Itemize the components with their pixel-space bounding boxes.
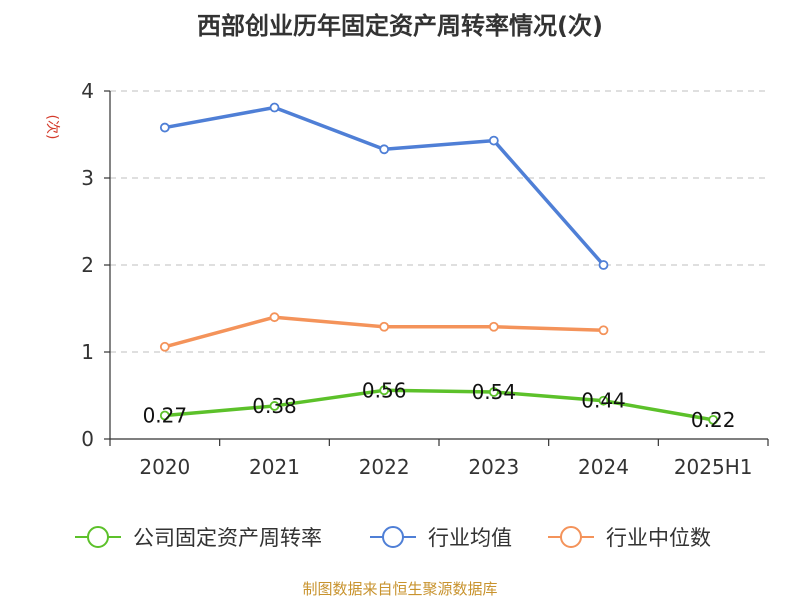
source-note: 制图数据来自恒生聚源数据库 <box>302 580 498 598</box>
y-tick-label: 4 <box>81 79 94 103</box>
data-point <box>269 401 280 411</box>
data-point <box>269 312 280 323</box>
y-tick-label: 1 <box>81 340 94 364</box>
data-point <box>488 387 499 397</box>
series-line <box>163 315 606 349</box>
data-point <box>159 341 170 352</box>
x-tick-label: 2021 <box>249 455 300 479</box>
y-tick-label: 2 <box>81 253 94 277</box>
x-tick-label: 2022 <box>359 455 410 479</box>
chart-title: 西部创业历年固定资产周转率情况(次) <box>197 12 603 40</box>
legend-label: 公司固定资产周转率 <box>133 526 322 550</box>
legend-marker <box>87 526 109 548</box>
data-label: 0.44 <box>581 389 626 413</box>
x-tick-label: 2023 <box>468 455 519 479</box>
series-line <box>163 105 606 267</box>
data-point <box>598 260 609 270</box>
data-point <box>159 122 170 133</box>
data-label: 0.56 <box>362 378 407 402</box>
x-tick-label: 2020 <box>139 455 190 479</box>
y-tick-label: 3 <box>81 166 94 190</box>
legend-marker <box>382 526 404 548</box>
series-line <box>163 388 715 422</box>
data-point <box>598 325 609 336</box>
data-label: 0.38 <box>252 394 297 418</box>
legend-marker <box>560 526 582 548</box>
data-point <box>488 321 499 332</box>
data-point <box>379 385 390 396</box>
legend-label: 行业均值 <box>428 526 512 550</box>
legend-label: 行业中位数 <box>606 526 711 550</box>
data-point <box>708 414 719 425</box>
x-tick-label: 2025H1 <box>674 455 753 479</box>
data-point <box>379 321 390 332</box>
data-point <box>159 410 170 421</box>
data-point <box>598 395 609 406</box>
y-axis-label: (次) <box>44 115 60 140</box>
data-label: 0.27 <box>143 404 188 428</box>
data-label: 0.54 <box>472 380 517 404</box>
y-tick-label: 0 <box>81 427 94 451</box>
data-label: 0.22 <box>691 408 736 432</box>
data-point <box>379 144 390 155</box>
data-point <box>269 102 280 113</box>
x-tick-label: 2024 <box>578 455 629 479</box>
data-point <box>488 135 499 146</box>
